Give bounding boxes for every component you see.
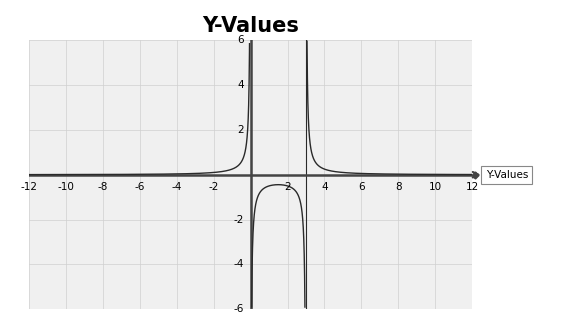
Text: -6: -6 (234, 304, 244, 314)
Text: 6: 6 (237, 35, 244, 45)
Text: 4: 4 (237, 80, 244, 90)
Text: 2: 2 (237, 125, 244, 135)
Text: 4: 4 (321, 182, 328, 192)
Text: 12: 12 (465, 182, 479, 192)
Text: -10: -10 (58, 182, 74, 192)
Text: 10: 10 (429, 182, 442, 192)
Text: 6: 6 (358, 182, 365, 192)
Text: -8: -8 (97, 182, 108, 192)
Text: Y-Values: Y-Values (486, 170, 528, 180)
Text: -4: -4 (172, 182, 182, 192)
Text: -4: -4 (234, 259, 244, 269)
Text: 2: 2 (284, 182, 291, 192)
Text: -12: -12 (20, 182, 37, 192)
Text: -2: -2 (234, 214, 244, 224)
Text: -2: -2 (209, 182, 219, 192)
Text: -6: -6 (134, 182, 145, 192)
Text: 8: 8 (395, 182, 401, 192)
Title: Y-Values: Y-Values (202, 16, 299, 36)
